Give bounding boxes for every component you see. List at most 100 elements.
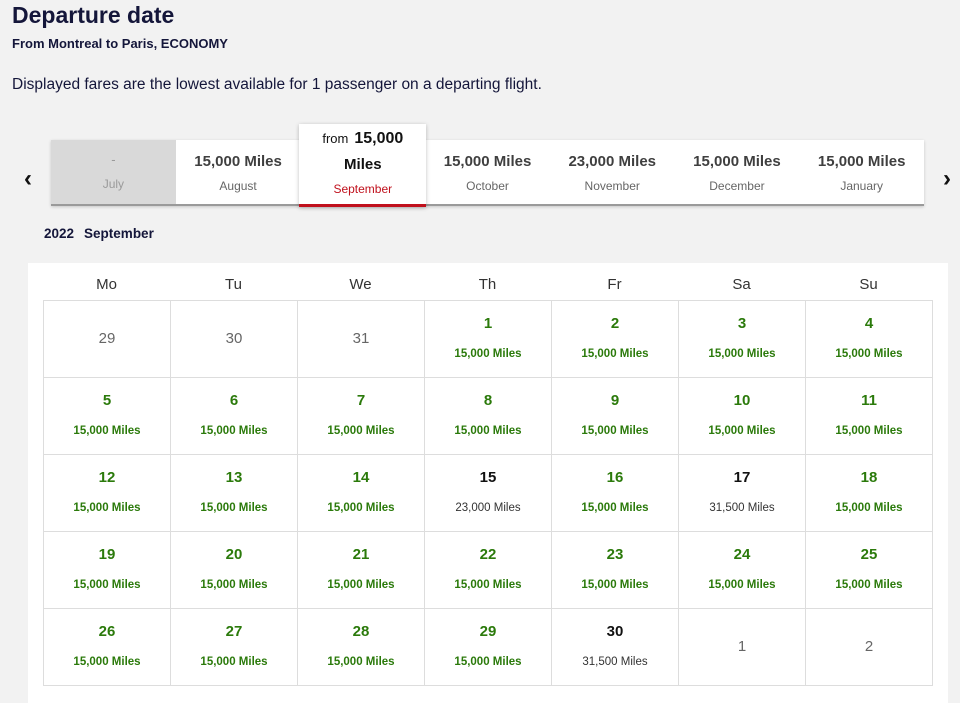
day-fare: 15,000 Miles	[200, 502, 268, 514]
month-price: -	[111, 152, 116, 167]
day-number: 21	[352, 546, 370, 563]
day-number: 29	[98, 330, 116, 347]
calendar-day-cell[interactable]: 30 31,500 Miles	[552, 609, 679, 686]
day-fare: 15,000 Miles	[327, 656, 395, 668]
month-name: November	[584, 179, 640, 193]
calendar-year: 2022	[44, 226, 75, 241]
month-tab-september[interactable]: from 15,000 Miles September	[299, 124, 427, 207]
day-fare: 15,000 Miles	[708, 579, 776, 591]
weekday-header: Fr	[607, 276, 622, 293]
month-tab-january[interactable]: 15,000 Miles January	[799, 140, 924, 204]
calendar-day-cell[interactable]: 14 15,000 Miles	[298, 455, 425, 532]
day-fare: 15,000 Miles	[835, 348, 903, 360]
calendar-grid: 29 30 31 1 15,000 Miles 2 15,000 Miles 3 15,000 …	[43, 300, 933, 686]
day-fare: 31,500 Miles	[582, 656, 648, 668]
calendar-day-cell[interactable]: 20 15,000 Miles	[171, 532, 298, 609]
calendar: Mo Tu We Th Fr Sa Su 29 30 31 1 15,000 Miles…	[28, 263, 948, 703]
month-name: August	[219, 179, 257, 193]
month-tab-november[interactable]: 23,000 Miles November	[550, 140, 675, 204]
day-number: 13	[225, 469, 243, 486]
day-number: 4	[864, 315, 874, 332]
chevron-left-icon[interactable]: ‹	[24, 165, 32, 192]
day-fare: 15,000 Miles	[581, 348, 649, 360]
day-number: 20	[225, 546, 243, 563]
calendar-day-cell[interactable]: 23 15,000 Miles	[552, 532, 679, 609]
calendar-day-cell[interactable]: 2 15,000 Miles	[552, 301, 679, 378]
calendar-day-cell[interactable]: 10 15,000 Miles	[679, 378, 806, 455]
calendar-day-cell[interactable]: 17 31,500 Miles	[679, 455, 806, 532]
calendar-day-cell[interactable]: 6 15,000 Miles	[171, 378, 298, 455]
day-number: 1	[483, 315, 493, 332]
weekday-header: Mo	[96, 276, 117, 293]
month-tab-october[interactable]: 15,000 Miles October	[425, 140, 550, 204]
month-price: 15,000 Miles	[443, 153, 532, 170]
day-number: 5	[102, 392, 112, 409]
calendar-day-cell[interactable]: 19 15,000 Miles	[44, 532, 171, 609]
day-number: 22	[479, 546, 497, 563]
day-number: 27	[225, 623, 243, 640]
calendar-day-cell[interactable]: 26 15,000 Miles	[44, 609, 171, 686]
calendar-day-cell[interactable]: 4 15,000 Miles	[806, 301, 933, 378]
calendar-day-cell[interactable]: 15 23,000 Miles	[425, 455, 552, 532]
day-number: 19	[98, 546, 116, 563]
weekday-header: Tu	[225, 276, 242, 293]
calendar-day-outside-month: 2	[806, 609, 933, 686]
month-tab-august[interactable]: 15,000 Miles August	[176, 140, 301, 204]
day-number: 11	[861, 392, 877, 409]
month-price: 15,000 Miles	[817, 153, 906, 170]
calendar-day-cell[interactable]: 5 15,000 Miles	[44, 378, 171, 455]
month-tab-december[interactable]: 15,000 Miles December	[675, 140, 800, 204]
calendar-day-cell[interactable]: 12 15,000 Miles	[44, 455, 171, 532]
day-fare: 15,000 Miles	[708, 425, 776, 437]
selected-month-card[interactable]: from 15,000 Miles September	[299, 124, 427, 207]
month-selector: - July 15,000 Miles August from 15,000 Mi…	[51, 124, 924, 207]
day-fare: 15,000 Miles	[835, 579, 903, 591]
calendar-month: September	[84, 226, 154, 241]
day-number: 25	[860, 546, 878, 563]
day-fare: 31,500 Miles	[709, 502, 775, 514]
calendar-heading: 2022 September	[44, 226, 164, 241]
day-fare: 15,000 Miles	[200, 579, 268, 591]
calendar-day-cell[interactable]: 25 15,000 Miles	[806, 532, 933, 609]
calendar-day-cell[interactable]: 8 15,000 Miles	[425, 378, 552, 455]
calendar-day-cell[interactable]: 9 15,000 Miles	[552, 378, 679, 455]
calendar-day-cell[interactable]: 11 15,000 Miles	[806, 378, 933, 455]
calendar-day-cell[interactable]: 1 15,000 Miles	[425, 301, 552, 378]
calendar-week-row: 26 15,000 Miles 27 15,000 Miles 28 15,000 Mil…	[44, 609, 933, 686]
month-price: 15,000 Miles	[693, 153, 781, 170]
calendar-day-cell[interactable]: 28 15,000 Miles	[298, 609, 425, 686]
calendar-day-cell[interactable]: 21 15,000 Miles	[298, 532, 425, 609]
calendar-day-cell[interactable]: 7 15,000 Miles	[298, 378, 425, 455]
day-number: 16	[606, 469, 624, 486]
day-number: 23	[606, 546, 624, 563]
month-price: 15,000 Miles	[194, 153, 282, 170]
day-number: 2	[864, 638, 874, 655]
day-number: 2	[610, 315, 620, 332]
day-fare: 15,000 Miles	[200, 425, 268, 437]
month-tab-july: - July	[51, 140, 176, 204]
chevron-right-icon[interactable]: ›	[943, 165, 951, 192]
calendar-day-cell[interactable]: 18 15,000 Miles	[806, 455, 933, 532]
day-number: 15	[479, 469, 497, 486]
page-title: Departure date	[12, 2, 175, 28]
day-number: 24	[733, 546, 751, 563]
calendar-day-cell[interactable]: 27 15,000 Miles	[171, 609, 298, 686]
day-fare: 15,000 Miles	[581, 579, 649, 591]
day-fare: 15,000 Miles	[73, 502, 141, 514]
calendar-day-cell[interactable]: 13 15,000 Miles	[171, 455, 298, 532]
calendar-day-cell[interactable]: 16 15,000 Miles	[552, 455, 679, 532]
calendar-day-cell[interactable]: 29 15,000 Miles	[425, 609, 552, 686]
calendar-day-cell[interactable]: 24 15,000 Miles	[679, 532, 806, 609]
month-price: 15,000	[354, 130, 404, 147]
day-fare: 15,000 Miles	[73, 579, 141, 591]
calendar-day-cell[interactable]: 22 15,000 Miles	[425, 532, 552, 609]
calendar-day-outside-month: 31	[298, 301, 425, 378]
day-number: 30	[606, 623, 624, 640]
day-number: 18	[860, 469, 878, 486]
day-fare: 23,000 Miles	[455, 502, 521, 514]
month-name: October	[466, 179, 509, 193]
calendar-week-row: 12 15,000 Miles 13 15,000 Miles 14 15,000 Mil…	[44, 455, 933, 532]
day-fare: 15,000 Miles	[835, 502, 903, 514]
calendar-day-cell[interactable]: 3 15,000 Miles	[679, 301, 806, 378]
day-fare: 15,000 Miles	[327, 502, 395, 514]
